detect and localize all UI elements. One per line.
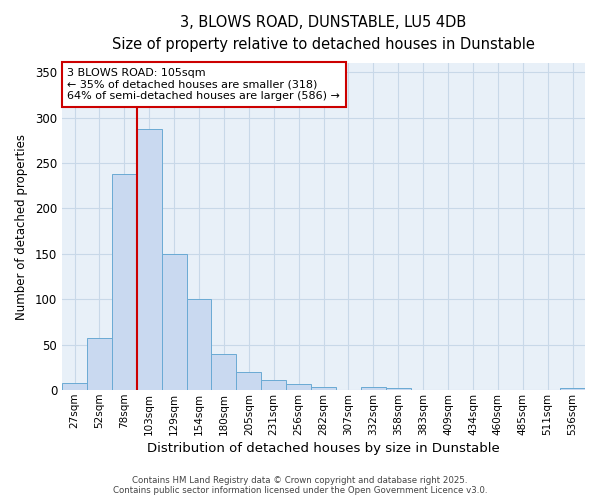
- Title: 3, BLOWS ROAD, DUNSTABLE, LU5 4DB
Size of property relative to detached houses i: 3, BLOWS ROAD, DUNSTABLE, LU5 4DB Size o…: [112, 15, 535, 52]
- Text: Contains HM Land Registry data © Crown copyright and database right 2025.
Contai: Contains HM Land Registry data © Crown c…: [113, 476, 487, 495]
- Text: 3 BLOWS ROAD: 105sqm
← 35% of detached houses are smaller (318)
64% of semi-deta: 3 BLOWS ROAD: 105sqm ← 35% of detached h…: [67, 68, 340, 101]
- Bar: [112, 174, 137, 390]
- Bar: [560, 388, 585, 390]
- Bar: [87, 338, 112, 390]
- X-axis label: Distribution of detached houses by size in Dunstable: Distribution of detached houses by size …: [147, 442, 500, 455]
- Bar: [161, 254, 187, 390]
- Y-axis label: Number of detached properties: Number of detached properties: [15, 134, 28, 320]
- Bar: [286, 384, 311, 390]
- Bar: [261, 380, 286, 390]
- Bar: [236, 372, 261, 390]
- Bar: [361, 386, 386, 390]
- Bar: [386, 388, 410, 390]
- Bar: [137, 128, 161, 390]
- Bar: [311, 388, 336, 390]
- Bar: [62, 383, 87, 390]
- Bar: [211, 354, 236, 390]
- Bar: [187, 300, 211, 390]
